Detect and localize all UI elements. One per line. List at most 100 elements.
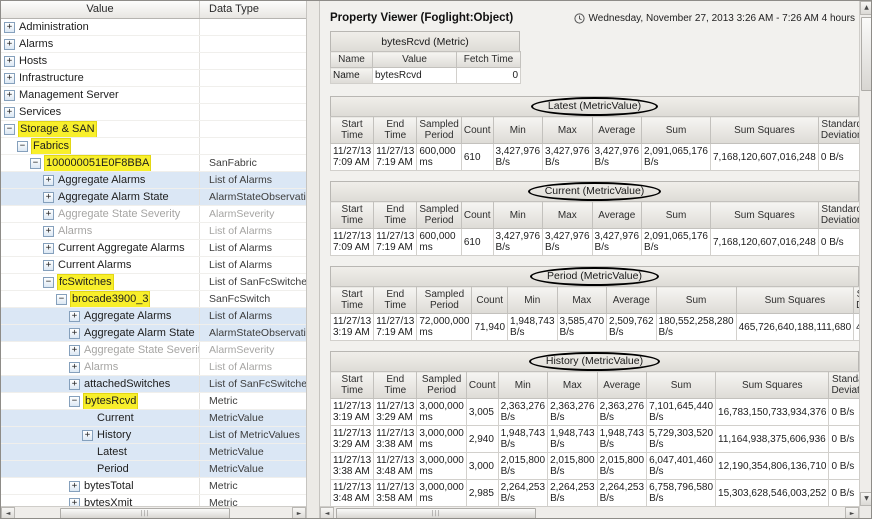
object-tree-panel: Value Data Type + Administration + Alarms + H… [1, 1, 307, 518]
scroll-right-button[interactable]: ► [845, 507, 859, 518]
tree-value-cell: + Administration [1, 19, 200, 35]
tree-row[interactable]: Period MetricValue [1, 461, 306, 478]
scroll-up-button[interactable]: ▲ [860, 1, 871, 15]
tree-row[interactable]: − bytesRcvd Metric [1, 393, 306, 410]
table-title-oval-annotation: Current (MetricValue) [527, 182, 662, 201]
tree-row[interactable]: + Current Alarms List of Alarms [1, 257, 306, 274]
scroll-right-button[interactable]: ► [292, 507, 306, 518]
tree-row[interactable]: Current MetricValue [1, 410, 306, 427]
scroll-left-button[interactable]: ◄ [320, 507, 334, 518]
expand-icon[interactable]: + [4, 89, 15, 101]
tree-datatype-cell [200, 121, 306, 137]
tree-row[interactable]: + bytesXmit Metric [1, 495, 306, 506]
tree-value-cell: + Hosts [1, 53, 200, 69]
table-row: 11/27/13 3:48 AM 11/27/13 3:58 AM 3,000,00… [330, 479, 859, 506]
expand-icon[interactable]: + [43, 208, 54, 220]
tree-node-label: Management Server [19, 88, 119, 101]
tree-datatype-cell: SanFabric [209, 157, 257, 169]
viewer-scroll-thumb[interactable]: ||| [336, 508, 536, 518]
cell: 7,101,645,440 B/s [646, 398, 717, 426]
expand-icon[interactable]: + [4, 72, 15, 84]
expand-icon[interactable]: + [43, 242, 54, 254]
cell: 0 B/s [828, 425, 859, 453]
collapse-icon[interactable]: − [17, 140, 28, 152]
viewer-vertical-scroll-thumb[interactable] [861, 17, 871, 91]
tree-node-label: attachedSwitches [84, 377, 171, 390]
tree-row[interactable]: + Management Server [1, 87, 306, 104]
tree-datatype-cell [200, 53, 306, 69]
tree-column-header-value[interactable]: Value [1, 1, 200, 18]
metric-value-table: Current (MetricValue) Start Time End Time S… [330, 181, 859, 256]
expand-icon[interactable]: + [69, 344, 80, 356]
time-range-control[interactable]: Wednesday, November 27, 2013 3:26 AM - 7… [573, 13, 855, 24]
tree-row[interactable]: Latest MetricValue [1, 444, 306, 461]
expand-icon[interactable]: + [69, 378, 80, 390]
tree-row[interactable]: − Fabrics [1, 138, 306, 155]
tree-row[interactable]: − Storage & SAN [1, 121, 306, 138]
tree-row[interactable]: + Aggregate Alarms List of Alarms [1, 172, 306, 189]
expand-icon[interactable]: + [82, 429, 93, 441]
tree-row[interactable]: + Aggregate Alarms List of Alarms [1, 308, 306, 325]
tree-row[interactable]: + Alarms [1, 36, 306, 53]
tree-row[interactable]: + Administration [1, 19, 306, 36]
tree-row[interactable]: + bytesTotal Metric [1, 478, 306, 495]
viewer-scroll-track[interactable]: ||| [334, 507, 845, 518]
tree-value-cell: + Aggregate State Severity [1, 206, 200, 222]
tree-row[interactable]: + Aggregate State Severity AlarmSeverity [1, 342, 306, 359]
column-header: Sum [641, 116, 711, 144]
tree-scroll-track[interactable]: ||| [15, 507, 292, 518]
collapse-icon[interactable]: − [4, 123, 15, 135]
collapse-icon[interactable]: − [43, 276, 54, 288]
cell: 11/27/13 3:38 AM [373, 425, 418, 453]
tree-row[interactable]: + Alarms List of Alarms [1, 223, 306, 240]
tree-value-cell: − fcSwitches [1, 274, 200, 290]
tree-row[interactable]: + Hosts [1, 53, 306, 70]
tree-horizontal-scrollbar[interactable]: ◄ ||| ► [1, 506, 306, 518]
table-row: 11/27/13 3:19 AM 11/27/13 3:29 AM 3,000,00… [330, 398, 859, 426]
viewer-vertical-scrollbar[interactable]: ▲ ▼ [859, 1, 871, 518]
expand-icon[interactable]: + [69, 310, 80, 322]
expand-icon[interactable]: + [4, 21, 15, 33]
expand-icon[interactable]: + [43, 191, 54, 203]
expand-icon[interactable]: + [4, 106, 15, 118]
tree-row[interactable]: + Infrastructure [1, 70, 306, 87]
tree-value-cell: + History [1, 427, 200, 443]
collapse-icon[interactable]: − [30, 157, 41, 169]
expand-icon[interactable]: + [4, 55, 15, 67]
tree-datatype-cell: List of Alarms [209, 242, 273, 254]
tree-row[interactable]: − brocade3900_3 SanFcSwitch [1, 291, 306, 308]
tree-datatype-cell: MetricValue [209, 463, 264, 475]
tree-row[interactable]: + attachedSwitches List of SanFcSwitches [1, 376, 306, 393]
expand-icon[interactable]: + [69, 497, 80, 506]
expand-icon[interactable]: + [69, 327, 80, 339]
expand-icon[interactable]: + [69, 480, 80, 492]
expand-icon[interactable]: + [4, 38, 15, 50]
tree-scroll-thumb[interactable]: ||| [60, 508, 230, 518]
scroll-left-button[interactable]: ◄ [1, 507, 15, 518]
viewer-horizontal-scrollbar[interactable]: ◄ ||| ► [320, 506, 859, 518]
tree-column-header-datatype[interactable]: Data Type [209, 3, 259, 15]
tree-row[interactable]: + Current Aggregate Alarms List of Alarms [1, 240, 306, 257]
scroll-down-button[interactable]: ▼ [860, 492, 871, 506]
tree-value-cell: Current [1, 410, 200, 426]
tree-row[interactable]: − fcSwitches List of SanFcSwitches [1, 274, 306, 291]
expand-icon[interactable]: + [43, 174, 54, 186]
cell: 2,015,800 B/s [497, 452, 549, 480]
panel-splitter[interactable] [307, 1, 320, 518]
expand-icon[interactable]: + [43, 225, 54, 237]
tree-datatype-cell: List of Alarms [209, 310, 273, 322]
tree-row[interactable]: + Services [1, 104, 306, 121]
cell: 0 B/s [828, 479, 859, 506]
tree-datatype-cell: AlarmStateObservation [209, 191, 306, 203]
tree-row[interactable]: −100000051E0F8BBA SanFabric [1, 155, 306, 172]
tree-row[interactable]: + Aggregate Alarm State AlarmStateObservat… [1, 325, 306, 342]
collapse-icon[interactable]: − [69, 395, 80, 407]
tree-row[interactable]: + Aggregate Alarm State AlarmStateObservat… [1, 189, 306, 206]
expand-icon[interactable]: + [69, 361, 80, 373]
tree-node-label: bytesXmit [84, 496, 133, 507]
collapse-icon[interactable]: − [56, 293, 67, 305]
tree-row[interactable]: + Alarms List of Alarms [1, 359, 306, 376]
tree-row[interactable]: + Aggregate State Severity AlarmSeverity [1, 206, 306, 223]
tree-row[interactable]: + History List of MetricValues [1, 427, 306, 444]
expand-icon[interactable]: + [43, 259, 54, 271]
